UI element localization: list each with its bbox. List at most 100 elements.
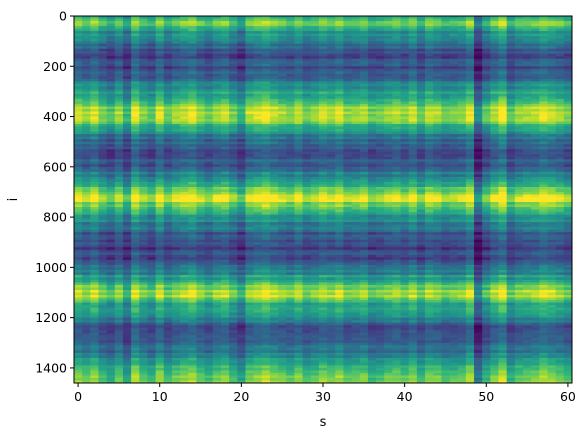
heatmap-cell: [220, 347, 230, 351]
heatmap-cell: [269, 372, 279, 376]
heatmap-cell: [155, 209, 165, 213]
heatmap-cell: [310, 166, 320, 170]
heatmap-cell: [163, 66, 173, 70]
heatmap-cell: [155, 116, 165, 120]
heatmap-cell: [269, 28, 279, 32]
heatmap-cell: [253, 249, 263, 253]
heatmap-cell: [131, 207, 140, 210]
heatmap-cell: [286, 171, 295, 175]
heatmap-cell: [188, 78, 197, 82]
heatmap-cell: [139, 174, 148, 178]
heatmap-cell: [188, 239, 197, 243]
heatmap-cell: [163, 18, 173, 22]
heatmap-cell: [261, 239, 271, 243]
heatmap-cell: [163, 129, 173, 133]
heatmap-cell: [335, 189, 344, 193]
heatmap-cell: [286, 68, 295, 72]
heatmap-cell: [327, 252, 336, 256]
heatmap-cell: [302, 131, 312, 135]
heatmap-cell: [310, 347, 320, 351]
heatmap-cell: [278, 244, 287, 248]
heatmap-cell: [90, 342, 99, 346]
heatmap-cell: [310, 53, 320, 57]
heatmap-cell: [261, 98, 271, 102]
heatmap-cell: [310, 305, 320, 308]
heatmap-cell: [204, 300, 214, 303]
heatmap-cell: [188, 289, 197, 293]
heatmap-cell: [155, 66, 165, 70]
heatmap-cell: [269, 252, 279, 256]
heatmap-cell: [253, 259, 263, 263]
heatmap-cell: [180, 254, 189, 258]
heatmap-cell: [147, 264, 157, 268]
heatmap-cell: [180, 239, 189, 243]
heatmap-cell: [188, 103, 197, 107]
heatmap-cell: [343, 234, 352, 238]
heatmap-cell: [180, 68, 189, 72]
heatmap-cell: [155, 377, 165, 381]
heatmap-cell: [188, 360, 197, 364]
heatmap-cell: [261, 21, 271, 24]
heatmap-cell: [98, 272, 108, 276]
heatmap-cell: [261, 119, 271, 122]
heatmap-cell: [261, 302, 271, 306]
heatmap-cell: [98, 217, 108, 221]
heatmap-cell: [335, 232, 344, 236]
heatmap-cell: [318, 56, 328, 60]
heatmap-cell: [147, 284, 157, 288]
heatmap-cell: [196, 237, 206, 241]
heatmap-cell: [237, 277, 246, 281]
heatmap-cell: [204, 320, 214, 324]
heatmap-cell: [163, 247, 173, 251]
heatmap-cell: [286, 274, 295, 278]
heatmap-cell: [261, 159, 271, 163]
heatmap-cell: [74, 91, 83, 95]
heatmap-cell: [286, 262, 295, 266]
heatmap-cell: [82, 151, 91, 155]
heatmap-cell: [245, 31, 254, 34]
heatmap-cell: [229, 242, 238, 246]
heatmap-cell: [147, 312, 157, 316]
heatmap-cell: [286, 267, 295, 271]
heatmap-cell: [74, 224, 83, 228]
heatmap-cell: [139, 289, 148, 293]
heatmap-cell: [253, 214, 263, 218]
heatmap-cell: [245, 219, 254, 223]
heatmap-cell: [139, 56, 148, 60]
heatmap-cell: [229, 111, 238, 115]
heatmap-cell: [188, 375, 197, 379]
heatmap-cell: [139, 237, 148, 241]
heatmap-cell: [318, 23, 328, 27]
heatmap-cell: [155, 370, 165, 374]
heatmap-cell: [327, 345, 336, 349]
heatmap-cell: [163, 214, 173, 218]
heatmap-cell: [196, 86, 206, 90]
heatmap-cell: [261, 269, 271, 273]
heatmap-cell: [327, 297, 336, 301]
heatmap-cell: [335, 274, 344, 278]
heatmap-cell: [131, 91, 140, 95]
heatmap-cell: [163, 149, 173, 153]
heatmap-cell: [122, 310, 132, 314]
heatmap-cell: [147, 287, 157, 291]
heatmap-cell: [253, 93, 263, 97]
heatmap-cell: [180, 340, 189, 344]
heatmap-cell: [90, 101, 99, 105]
heatmap-cell: [204, 227, 214, 231]
heatmap-cell: [204, 327, 214, 331]
heatmap-cell: [122, 88, 132, 92]
heatmap-cell: [196, 327, 206, 331]
heatmap-cell: [261, 367, 271, 371]
heatmap-cell: [82, 36, 91, 40]
heatmap-cell: [245, 264, 254, 268]
heatmap-cell: [343, 134, 352, 138]
heatmap-cell: [269, 16, 279, 19]
heatmap-cell: [180, 362, 189, 366]
heatmap-cell: [196, 357, 206, 361]
heatmap-cell: [131, 114, 140, 117]
heatmap-cell: [245, 76, 254, 80]
heatmap-cell: [318, 161, 328, 165]
heatmap-cell: [286, 229, 295, 233]
heatmap-cell: [229, 237, 238, 241]
heatmap-cell: [171, 267, 181, 271]
